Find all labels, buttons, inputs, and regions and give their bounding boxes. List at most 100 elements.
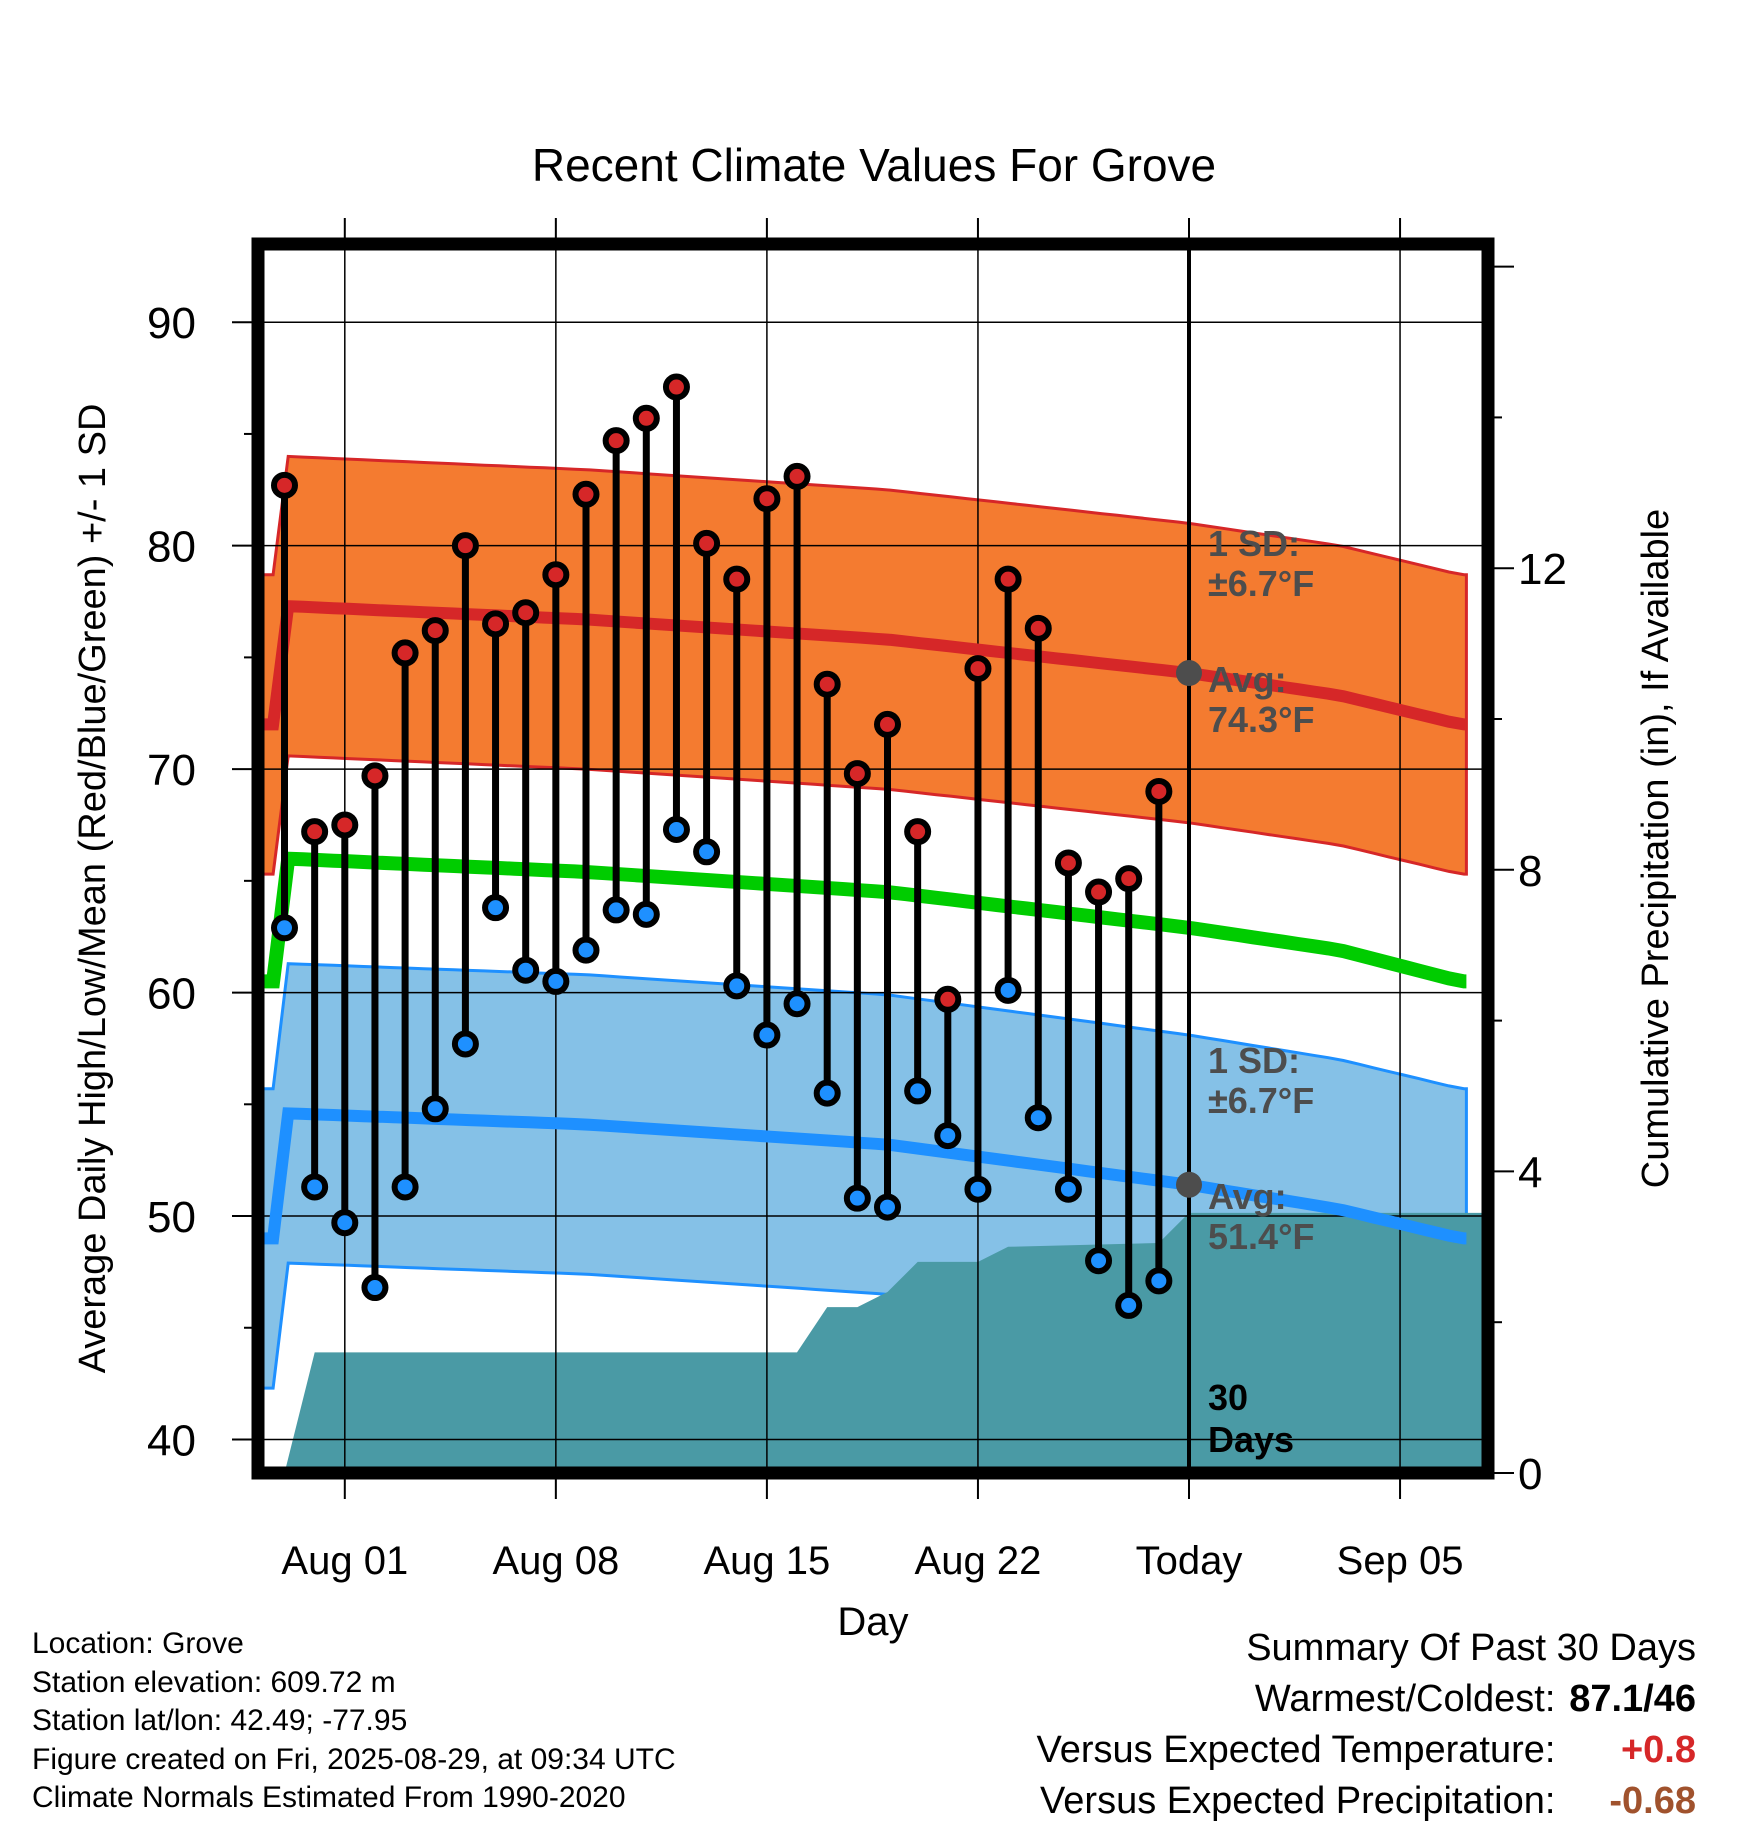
low-temp-dot bbox=[753, 1021, 781, 1049]
high-temp-dot bbox=[331, 811, 359, 839]
low-temp-dot bbox=[813, 1079, 841, 1107]
high-temp-dot bbox=[1145, 777, 1173, 805]
x-tick-label: Sep 05 bbox=[1337, 1539, 1464, 1583]
low-sd-label: 1 SD: bbox=[1208, 1040, 1300, 1081]
low-temp-dot bbox=[632, 900, 660, 928]
y-tick-label-left: 90 bbox=[147, 299, 196, 348]
high-temp-dot bbox=[542, 561, 570, 589]
summary-temp-row: Versus Expected Temperature: +0.8 bbox=[1037, 1725, 1696, 1776]
low-temp-dot bbox=[994, 976, 1022, 1004]
low-temp-dot bbox=[301, 1173, 329, 1201]
high-temp-dot bbox=[843, 760, 871, 788]
summary-panel: Summary Of Past 30 Days Warmest/Coldest:… bbox=[1037, 1623, 1696, 1827]
y-tick-label-left: 50 bbox=[147, 1193, 196, 1242]
high-temp-dot bbox=[602, 427, 630, 455]
low-temp-dot bbox=[331, 1209, 359, 1237]
normal-high-line bbox=[258, 599, 1467, 731]
summary-precip-value: -0.68 bbox=[1609, 1780, 1696, 1822]
info-created: Figure created on Fri, 2025-08-29, at 09… bbox=[32, 1742, 676, 1776]
x-tick-label: Today bbox=[1136, 1539, 1243, 1583]
low-temp-dot bbox=[542, 967, 570, 995]
high-temp-dot bbox=[1115, 865, 1143, 893]
high-temp-dot bbox=[1054, 849, 1082, 877]
high-temp-dot bbox=[451, 532, 479, 560]
normal-mean-line bbox=[258, 851, 1467, 989]
low-temp-dot bbox=[271, 914, 298, 942]
high-temp-dot bbox=[994, 565, 1022, 593]
high-temp-dot bbox=[1024, 614, 1052, 642]
high-sd-value: ±6.7°F bbox=[1208, 563, 1314, 604]
high-temp-dot bbox=[421, 617, 449, 645]
x-axis-label: Day bbox=[837, 1600, 908, 1644]
high-temp-dot bbox=[271, 471, 298, 499]
high-temp-dot bbox=[693, 529, 721, 557]
station-info: Location: Grove Station elevation: 609.7… bbox=[32, 1625, 676, 1818]
low-temp-dot bbox=[602, 896, 630, 924]
normal-low-line bbox=[258, 1107, 1467, 1245]
today-high-normal-marker bbox=[1176, 660, 1202, 687]
low-temp-dot bbox=[874, 1193, 901, 1221]
low-temp-dot bbox=[572, 936, 600, 964]
low-temp-dot bbox=[1054, 1175, 1082, 1203]
low-temp-dot bbox=[451, 1030, 479, 1058]
y-tick-label-left: 80 bbox=[147, 523, 196, 572]
high-temp-dot bbox=[904, 818, 932, 846]
low-temp-dot bbox=[361, 1274, 389, 1302]
days-word-label: Days bbox=[1208, 1419, 1294, 1460]
high-temp-dot bbox=[1085, 878, 1113, 906]
summary-temp-label: Versus Expected Temperature: bbox=[1036, 1729, 1556, 1771]
y-axis-label-right: Cumulative Precipitation (in), If Availa… bbox=[1635, 509, 1677, 1188]
y-tick-label-right: 0 bbox=[1518, 1450, 1542, 1499]
chart-title: Recent Climate Values For Grove bbox=[531, 139, 1217, 191]
y-axis-label-left: Average Daily High/Low/Mean (Red/Blue/Gr… bbox=[72, 404, 114, 1374]
low-temp-dot bbox=[843, 1184, 871, 1212]
high-temp-dot bbox=[632, 404, 660, 432]
low-temp-dot bbox=[1085, 1247, 1113, 1275]
low-temp-dot bbox=[783, 990, 811, 1018]
summary-warmest-label: Warmest/Coldest: bbox=[1254, 1678, 1556, 1720]
high-temp-dot bbox=[723, 565, 751, 593]
info-normals: Climate Normals Estimated From 1990-2020 bbox=[32, 1781, 626, 1814]
high-temp-dot bbox=[512, 599, 540, 627]
summary-precip-row: Versus Expected Precipitation: -0.68 bbox=[1037, 1776, 1696, 1827]
high-temp-dot bbox=[783, 462, 811, 490]
summary-precip-label: Versus Expected Precipitation: bbox=[1040, 1780, 1556, 1822]
low-temp-dot bbox=[512, 956, 540, 984]
low-temp-dot bbox=[964, 1175, 992, 1203]
low-temp-dot bbox=[723, 972, 751, 1000]
low-temp-dot bbox=[934, 1122, 962, 1150]
y-tick-label-left: 70 bbox=[147, 746, 196, 795]
high-temp-dot bbox=[572, 480, 600, 508]
low-temp-dot bbox=[1115, 1291, 1143, 1319]
low-temp-dot bbox=[391, 1173, 419, 1201]
summary-temp-value: +0.8 bbox=[1620, 1729, 1696, 1771]
y-tick-label-right: 12 bbox=[1518, 545, 1567, 594]
high-temp-dot bbox=[964, 655, 992, 683]
low-temp-dot bbox=[1145, 1267, 1173, 1295]
info-elevation: Station elevation: 609.72 m bbox=[32, 1665, 396, 1699]
low-temp-dot bbox=[421, 1095, 449, 1123]
high-temp-dot bbox=[813, 670, 841, 698]
low-temp-dot bbox=[662, 815, 690, 843]
high-temp-dot bbox=[934, 985, 962, 1013]
info-location: Location: Grove bbox=[32, 1627, 244, 1660]
high-avg-value: 74.3°F bbox=[1208, 699, 1314, 740]
days-count-label: 30 bbox=[1208, 1377, 1248, 1418]
summary-warmest-row: Warmest/Coldest: 87.1/46 bbox=[1037, 1674, 1696, 1725]
plot-area bbox=[258, 244, 1488, 1473]
summary-heading: Summary Of Past 30 Days bbox=[1246, 1627, 1696, 1669]
low-temp-dot bbox=[482, 894, 510, 922]
high-avg-label: Avg: bbox=[1208, 659, 1287, 700]
high-temp-dot bbox=[753, 485, 781, 513]
x-tick-label: Aug 15 bbox=[704, 1539, 831, 1583]
high-temp-dot bbox=[391, 639, 419, 667]
y-tick-label-left: 60 bbox=[147, 970, 196, 1019]
x-tick-label: Aug 08 bbox=[492, 1539, 619, 1583]
high-temp-dot bbox=[874, 710, 901, 738]
low-avg-label: Avg: bbox=[1208, 1176, 1287, 1217]
info-latlon: Station lat/lon: 42.49; -77.95 bbox=[32, 1704, 408, 1737]
x-tick-label: Aug 22 bbox=[915, 1539, 1042, 1583]
today-low-normal-marker bbox=[1176, 1171, 1202, 1198]
summary-warmest-value: 87.1/46 bbox=[1569, 1678, 1696, 1720]
high-temp-dot bbox=[361, 762, 389, 790]
